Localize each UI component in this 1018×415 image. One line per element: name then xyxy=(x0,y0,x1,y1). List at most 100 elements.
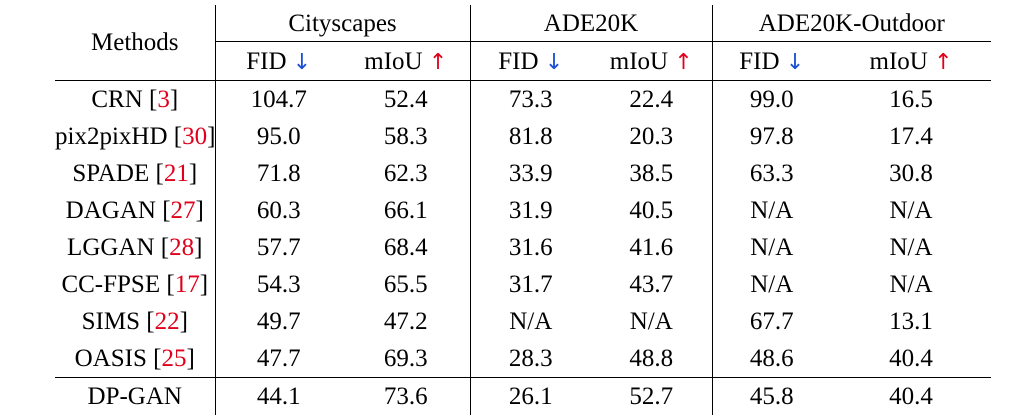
method-cell: SIMS [22] xyxy=(55,303,215,340)
fid-value: 67.7 xyxy=(712,303,831,340)
fid-value: 99.0 xyxy=(712,81,831,119)
miou-value: 20.3 xyxy=(591,118,712,155)
citation-link[interactable]: 30 xyxy=(182,123,207,150)
miou-value: 30.8 xyxy=(831,155,991,192)
fid-value: 33.9 xyxy=(470,155,591,192)
fid-value: 31.7 xyxy=(470,266,591,303)
fid-header: FID ↓ xyxy=(712,42,831,81)
results-table: Methods Cityscapes ADE20K ADE20K-Outdoor… xyxy=(55,5,991,415)
fid-label: FID xyxy=(498,48,538,75)
method-name: LGGAN xyxy=(67,234,155,261)
miou-value: N/A xyxy=(591,303,712,340)
miou-value: 69.3 xyxy=(342,340,470,378)
method-name: SPADE xyxy=(72,160,149,187)
citation-link[interactable]: 3 xyxy=(157,86,170,113)
citation-link[interactable]: 22 xyxy=(155,308,180,335)
arrow-down-icon: ↓ xyxy=(786,50,804,75)
citation-link[interactable]: 21 xyxy=(164,160,189,187)
fid-value: N/A xyxy=(712,229,831,266)
fid-value: N/A xyxy=(712,192,831,229)
method-cell: DP-GAN xyxy=(55,378,215,415)
method-name: OASIS xyxy=(75,345,147,372)
fid-value: N/A xyxy=(712,266,831,303)
fid-value: 44.1 xyxy=(215,378,342,415)
fid-value: N/A xyxy=(470,303,591,340)
miou-value: 73.6 xyxy=(342,378,470,415)
fid-value: 57.7 xyxy=(215,229,342,266)
arrow-down-icon: ↓ xyxy=(293,50,311,75)
miou-value: 40.4 xyxy=(831,340,991,378)
fid-value: 60.3 xyxy=(215,192,342,229)
miou-value: 22.4 xyxy=(591,81,712,119)
method-cell: CRN [3] xyxy=(55,81,215,119)
miou-value: 68.4 xyxy=(342,229,470,266)
fid-value: 26.1 xyxy=(470,378,591,415)
miou-value: 40.4 xyxy=(831,378,991,415)
miou-value: 66.1 xyxy=(342,192,470,229)
method-cell: LGGAN [28] xyxy=(55,229,215,266)
citation-link[interactable]: 27 xyxy=(171,197,196,224)
miou-value: 13.1 xyxy=(831,303,991,340)
arrow-up-icon: ↑ xyxy=(934,50,952,75)
miou-header: mIoU ↑ xyxy=(831,42,991,81)
miou-header: mIoU ↑ xyxy=(342,42,470,81)
method-cell: CC-FPSE [17] xyxy=(55,266,215,303)
method-name: pix2pixHD xyxy=(55,123,168,150)
fid-value: 73.3 xyxy=(470,81,591,119)
miou-value: 52.7 xyxy=(591,378,712,415)
citation-link[interactable]: 28 xyxy=(169,234,194,261)
miou-value: 41.6 xyxy=(591,229,712,266)
miou-value: 58.3 xyxy=(342,118,470,155)
fid-value: 54.3 xyxy=(215,266,342,303)
miou-value: 43.7 xyxy=(591,266,712,303)
fid-value: 63.3 xyxy=(712,155,831,192)
miou-value: 16.5 xyxy=(831,81,991,119)
fid-value: 104.7 xyxy=(215,81,342,119)
fid-value: 48.6 xyxy=(712,340,831,378)
method-name: DAGAN xyxy=(66,197,156,224)
fid-value: 95.0 xyxy=(215,118,342,155)
fid-label: FID xyxy=(739,48,779,75)
miou-value: 48.8 xyxy=(591,340,712,378)
citation-link[interactable]: 17 xyxy=(175,271,200,298)
fid-value: 97.8 xyxy=(712,118,831,155)
fid-value: 28.3 xyxy=(470,340,591,378)
miou-value: 65.5 xyxy=(342,266,470,303)
fid-value: 71.8 xyxy=(215,155,342,192)
method-name: CRN xyxy=(91,86,142,113)
miou-value: 38.5 xyxy=(591,155,712,192)
miou-value: N/A xyxy=(831,266,991,303)
fid-value: 31.6 xyxy=(470,229,591,266)
fid-value: 31.9 xyxy=(470,192,591,229)
miou-value: 52.4 xyxy=(342,81,470,119)
arrow-up-icon: ↑ xyxy=(429,50,447,75)
fid-label: FID xyxy=(246,48,286,75)
miou-value: 40.5 xyxy=(591,192,712,229)
group-header-ade20k: ADE20K xyxy=(470,5,712,42)
miou-label: mIoU xyxy=(610,48,668,75)
method-cell: pix2pixHD [30] xyxy=(55,118,215,155)
fid-value: 47.7 xyxy=(215,340,342,378)
method-cell: DAGAN [27] xyxy=(55,192,215,229)
methods-header: Methods xyxy=(55,5,215,81)
fid-value: 49.7 xyxy=(215,303,342,340)
miou-value: 17.4 xyxy=(831,118,991,155)
miou-value: 62.3 xyxy=(342,155,470,192)
method-name: CC-FPSE xyxy=(61,271,160,298)
fid-header: FID ↓ xyxy=(470,42,591,81)
citation-link[interactable]: 25 xyxy=(162,345,187,372)
miou-value: N/A xyxy=(831,229,991,266)
miou-label: mIoU xyxy=(364,48,422,75)
method-cell: OASIS [25] xyxy=(55,340,215,378)
fid-value: 81.8 xyxy=(470,118,591,155)
